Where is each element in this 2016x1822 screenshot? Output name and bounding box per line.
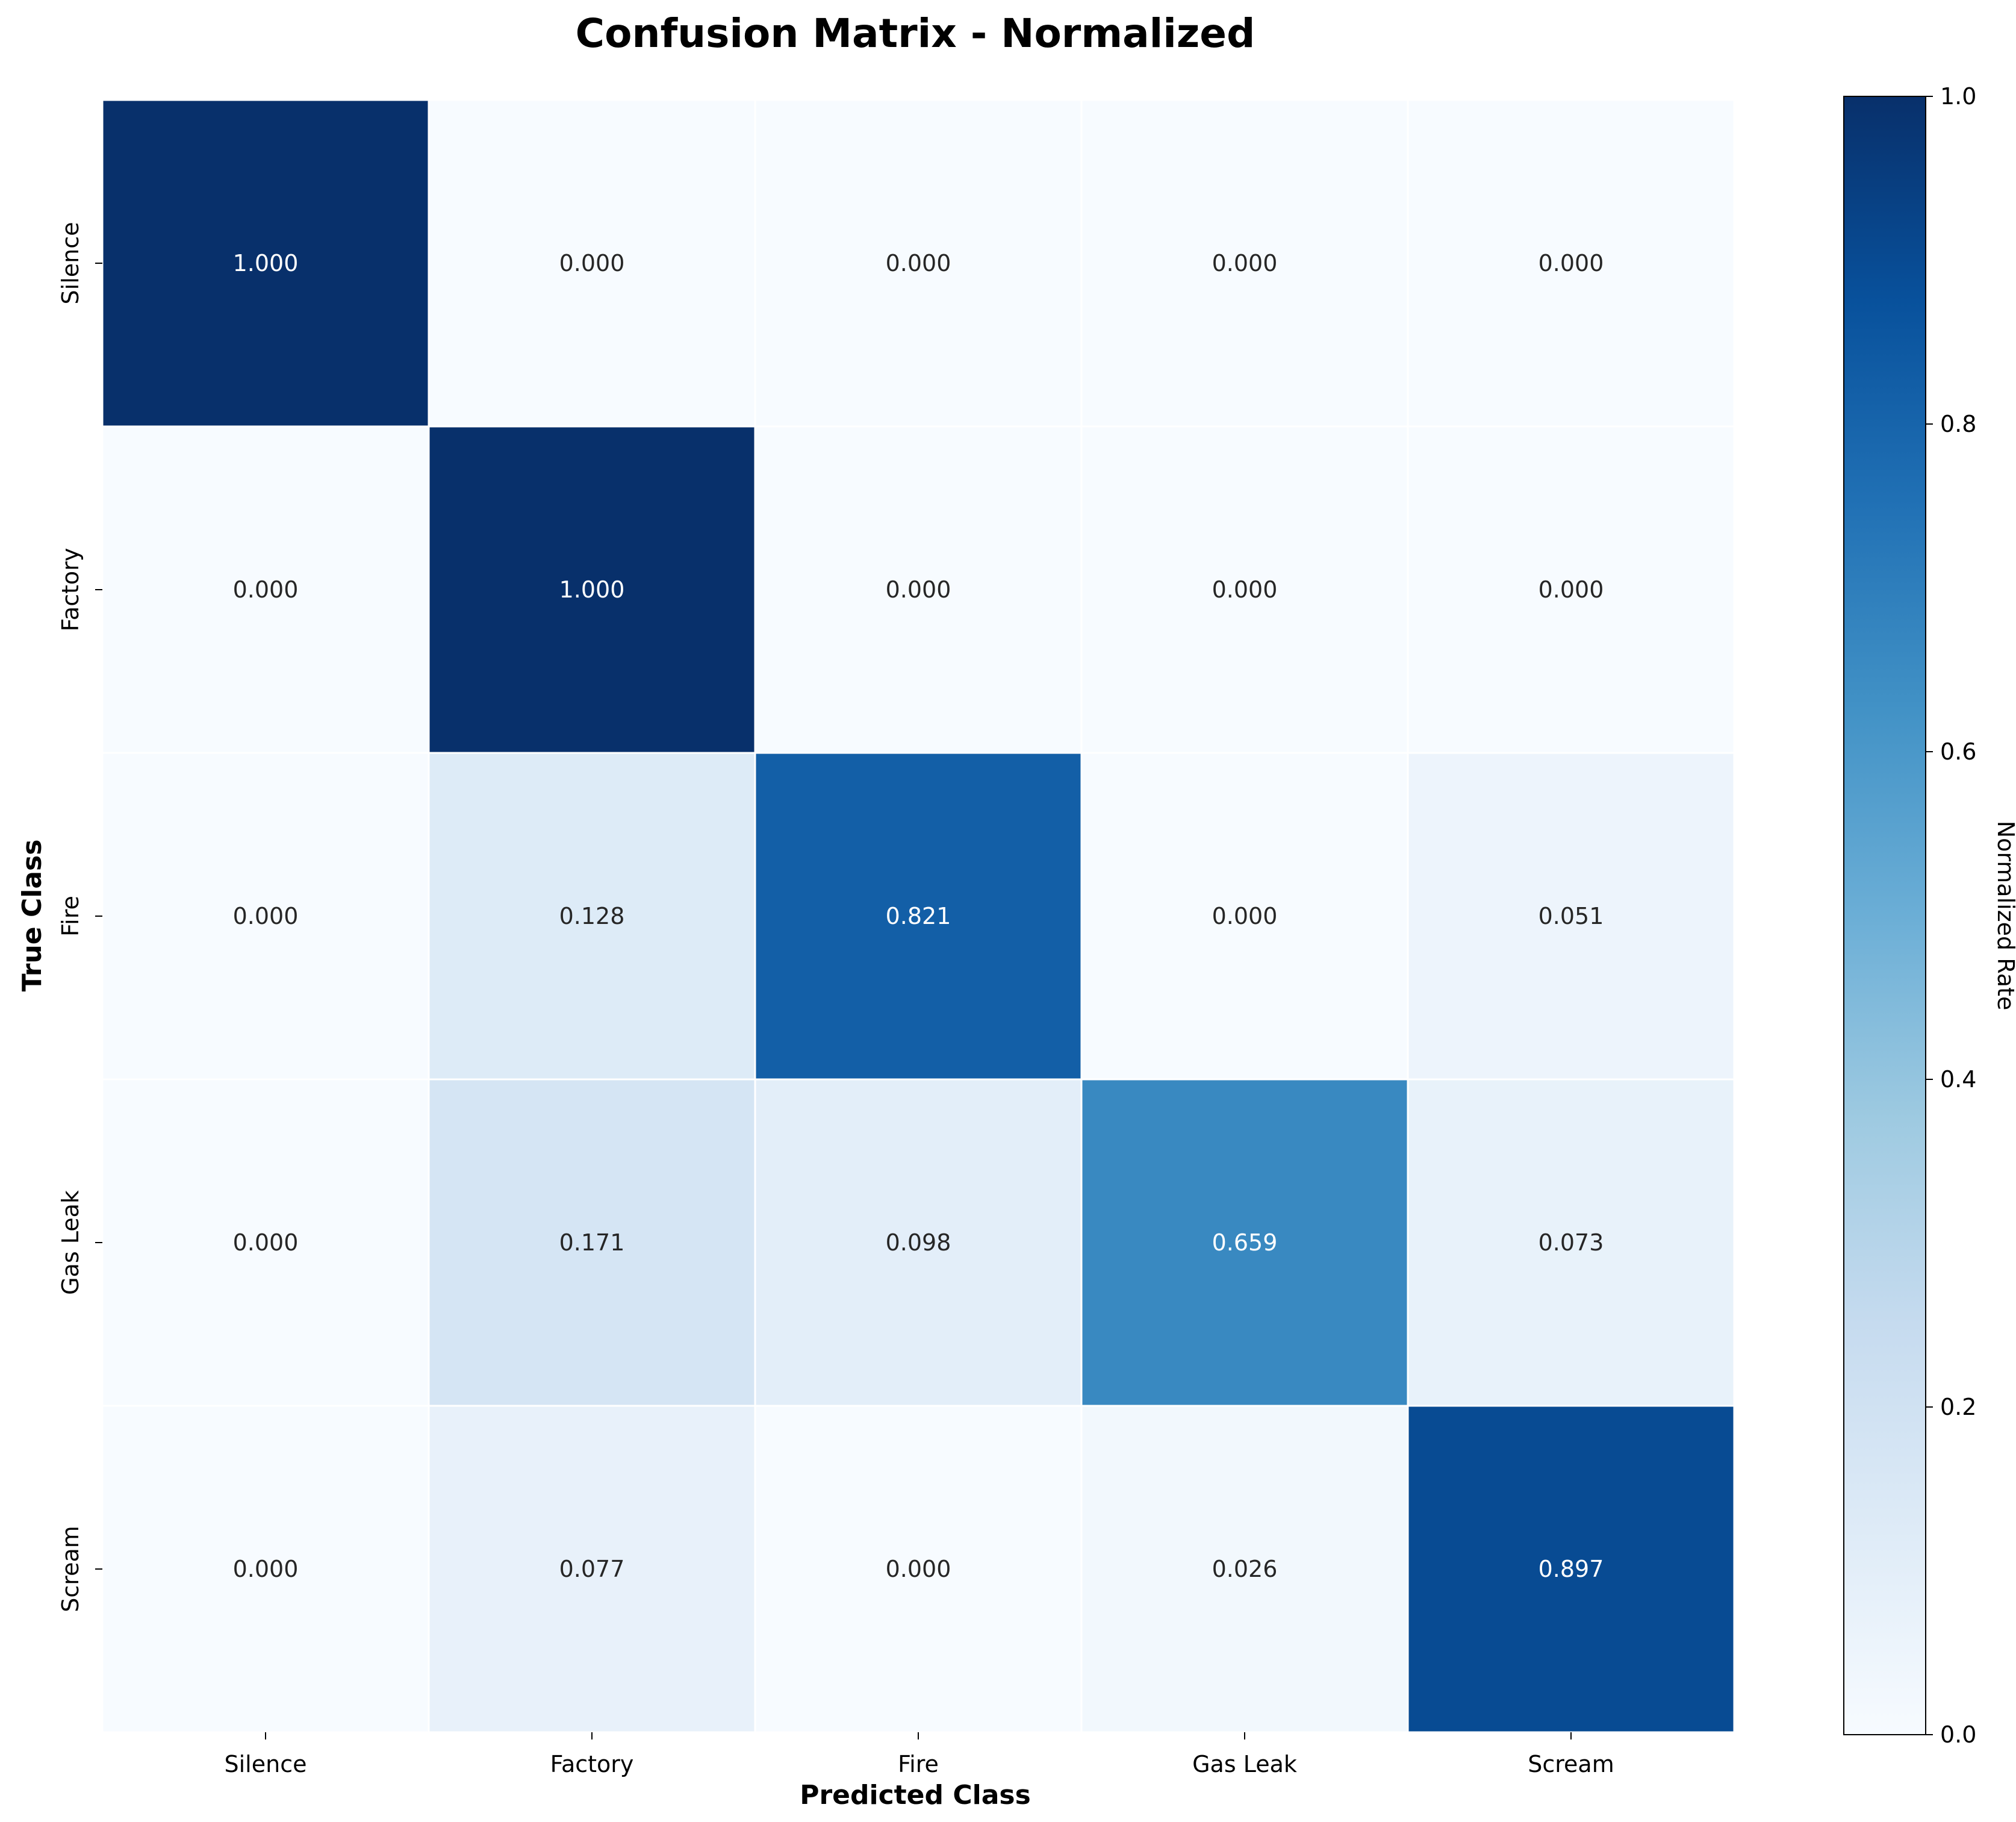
heatmap-cell	[754, 1405, 1083, 1733]
colorbar-ticks: 0.0 0.2 0.4 0.6 0.8 1.0	[1926, 83, 1976, 1748]
heatmap-cell	[1080, 1078, 1409, 1407]
colorbar-tick-label: 0.6	[1940, 738, 1976, 765]
cell-value-label: 0.171	[559, 1229, 625, 1256]
heatmap-cell	[1080, 752, 1409, 1081]
colorbar-tick-label: 1.0	[1940, 83, 1976, 110]
colorbar-gradient	[1843, 96, 1926, 1735]
x-axis-label: Predicted Class	[800, 1780, 1031, 1811]
cell-value-label: 0.897	[1538, 1556, 1604, 1582]
heatmap-cell	[1080, 99, 1409, 428]
cell-value-label: 0.077	[559, 1556, 625, 1582]
y-tick-label: Fire	[57, 896, 84, 937]
cell-value-labels: 1.000 0.000 0.000 0.000 0.000 0.000 1.000 0.000…	[233, 250, 1604, 1582]
colorbar-label: Normalized Rate	[1993, 821, 2016, 1011]
cell-value-label: 0.000	[886, 576, 951, 603]
heatmap-cell	[428, 99, 756, 428]
cell-value-label: 0.000	[233, 1556, 299, 1582]
heatmap-cell	[754, 752, 1083, 1081]
x-tick-label: Silence	[225, 1751, 307, 1777]
y-tick-label: Silence	[57, 222, 84, 305]
heatmap-cell	[428, 425, 756, 754]
cell-value-label: 0.073	[1538, 1229, 1604, 1256]
colorbar: 0.0 0.2 0.4 0.6 0.8 1.0 Normalized Rate	[1843, 83, 2016, 1748]
cell-value-label: 0.000	[1538, 250, 1604, 276]
cell-value-label: 0.000	[233, 576, 299, 603]
cell-value-label: 0.659	[1212, 1229, 1278, 1256]
cell-value-label: 0.000	[1538, 576, 1604, 603]
x-tick-label: Scream	[1528, 1751, 1614, 1777]
cell-value-label: 0.000	[1212, 576, 1278, 603]
cell-value-label: 0.000	[886, 250, 951, 276]
x-tick-label: Fire	[898, 1751, 939, 1777]
cell-value-label: 1.000	[559, 576, 625, 603]
cell-value-label: 0.128	[559, 903, 625, 929]
heatmap-cell	[754, 99, 1083, 428]
heatmap-cell	[1407, 752, 1735, 1081]
cell-value-label: 0.098	[886, 1229, 951, 1256]
cell-value-label: 0.000	[233, 903, 299, 929]
heatmap-cell	[754, 425, 1083, 754]
cell-value-label: 0.000	[886, 1556, 951, 1582]
cell-value-label: 0.026	[1212, 1556, 1278, 1582]
x-tick-label: Factory	[550, 1751, 634, 1777]
y-axis-ticks: Silence Factory Fire Gas Leak Scream	[57, 222, 102, 1612]
heatmap-cell	[1407, 425, 1735, 754]
heatmap-cell	[1407, 1405, 1735, 1733]
heatmap-cells	[101, 99, 1735, 1733]
x-tick-label: Gas Leak	[1192, 1751, 1297, 1777]
colorbar-tick-label: 0.2	[1940, 1394, 1976, 1420]
heatmap-cell	[101, 99, 430, 428]
y-axis-label: True Class	[17, 840, 48, 992]
cell-value-label: 1.000	[233, 250, 299, 276]
colorbar-tick-label: 0.4	[1940, 1066, 1976, 1093]
colorbar-tick-label: 0.0	[1940, 1721, 1976, 1748]
heatmap-cell	[428, 1405, 756, 1733]
cell-value-label: 0.000	[1212, 903, 1278, 929]
heatmap-cell	[754, 1078, 1083, 1407]
colorbar-tick-label: 0.8	[1940, 411, 1976, 437]
heatmap-cell	[101, 1405, 430, 1733]
cell-value-label: 0.000	[1212, 250, 1278, 276]
y-tick-label: Scream	[57, 1526, 84, 1612]
cell-value-label: 0.000	[559, 250, 625, 276]
chart-title: Confusion Matrix - Normalized	[576, 10, 1255, 57]
cell-value-label: 0.000	[233, 1229, 299, 1256]
heatmap-cell	[1407, 99, 1735, 428]
heatmap-cell	[1407, 1078, 1735, 1407]
heatmap-cell	[428, 752, 756, 1081]
cell-value-label: 0.051	[1538, 903, 1604, 929]
cell-value-label: 0.821	[886, 903, 951, 929]
y-tick-label: Gas Leak	[57, 1190, 84, 1295]
heatmap-cell	[101, 425, 430, 754]
heatmap-cell	[428, 1078, 756, 1407]
x-axis-ticks: Silence Factory Fire Gas Leak Scream	[225, 1732, 1614, 1777]
y-tick-label: Factory	[57, 548, 84, 632]
